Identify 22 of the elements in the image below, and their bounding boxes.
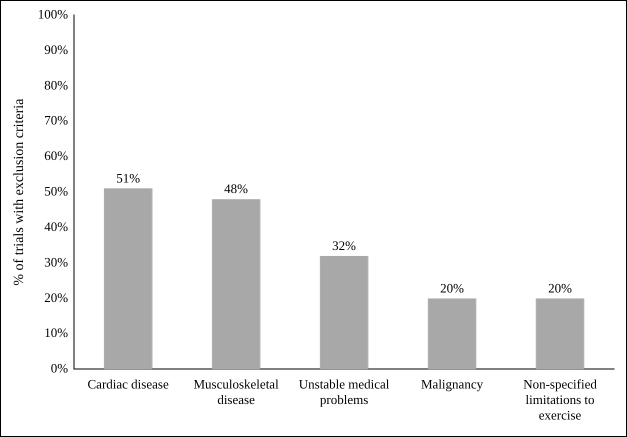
- y-tick-label: 70%: [44, 112, 68, 128]
- y-tick-label: 60%: [44, 148, 68, 164]
- x-tick-label: Malignancy: [420, 376, 484, 392]
- y-axis-title: % of trials with exclusion criteria: [12, 98, 28, 286]
- y-tick-label: 20%: [44, 290, 68, 305]
- data-label: 48%: [224, 181, 248, 196]
- data-label: 32%: [332, 238, 356, 253]
- x-tick-label: Musculoskeletal disease: [193, 376, 280, 408]
- y-tick-label: 10%: [44, 325, 68, 340]
- x-tick-label: Non-specified limitations to exercise: [523, 376, 598, 423]
- y-tick-label: 40%: [44, 218, 68, 234]
- y-tick-label: 100%: [38, 6, 68, 22]
- data-label: 51%: [116, 170, 140, 186]
- y-tick-label: 80%: [44, 77, 68, 92]
- x-tick-label: Cardiac disease: [88, 376, 169, 392]
- y-tick-label: 0%: [50, 360, 68, 376]
- y-tick-label: 50%: [44, 184, 68, 199]
- data-label: 20%: [548, 280, 572, 296]
- x-tick-label: Unstable medical problems: [298, 376, 390, 408]
- y-tick-label: 90%: [44, 42, 68, 57]
- y-tick-label: 30%: [44, 254, 68, 270]
- data-label: 20%: [440, 280, 464, 296]
